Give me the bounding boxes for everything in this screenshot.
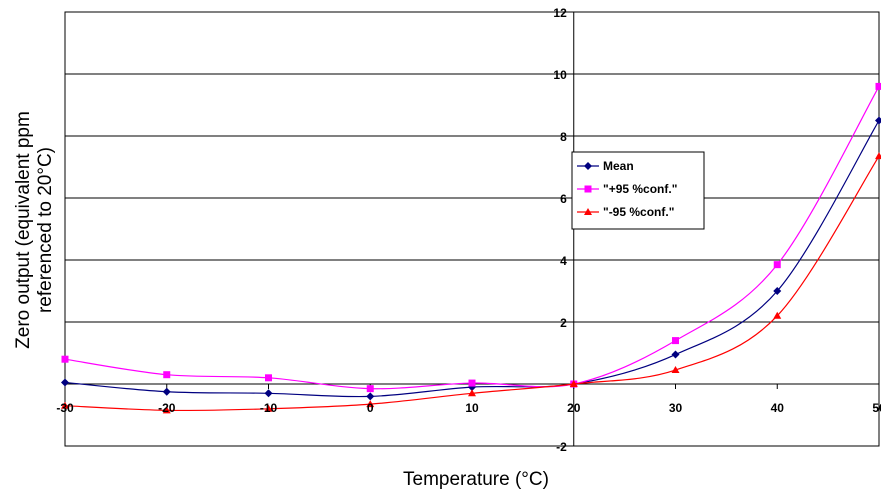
data-point xyxy=(672,337,679,345)
legend-marker xyxy=(584,162,592,170)
y-tick-label: 10 xyxy=(553,68,567,82)
data-point xyxy=(61,378,69,387)
legend-marker xyxy=(584,185,592,193)
x-tick-label: 30 xyxy=(669,401,683,415)
legend-label: "-95 %conf." xyxy=(603,205,674,219)
y-axis-title-line1: Zero output (equivalent ppm xyxy=(13,111,34,349)
data-point xyxy=(671,366,680,374)
plot-area xyxy=(64,11,880,447)
x-tick-label: 50 xyxy=(872,401,881,415)
data-point xyxy=(773,261,781,269)
data-point xyxy=(163,371,171,379)
legend-box xyxy=(571,151,705,230)
series-line xyxy=(64,155,880,412)
legend-item: "-95 %conf." xyxy=(577,205,674,219)
y-axis-title: Zero output (equivalent ppm referenced t… xyxy=(13,111,56,349)
x-tick-label: -10 xyxy=(260,401,278,415)
y-tick-label: 4 xyxy=(560,254,567,268)
data-point xyxy=(61,355,69,363)
data-point xyxy=(468,379,476,387)
data-point xyxy=(61,401,69,409)
x-axis-title: Temperature (°C) xyxy=(403,469,549,490)
data-point xyxy=(162,406,171,414)
legend-item: "+95 %conf." xyxy=(577,182,677,196)
legend-label: "+95 %conf." xyxy=(603,182,677,196)
data-point xyxy=(366,385,374,393)
y-tick-label: 8 xyxy=(560,130,567,144)
x-tick-label: 20 xyxy=(567,401,581,415)
data-point xyxy=(264,389,273,398)
x-tick-label: 40 xyxy=(771,401,785,415)
series-2 xyxy=(61,152,881,414)
y-tick-label: 2 xyxy=(560,316,567,330)
series-group xyxy=(61,82,881,414)
y-tick-label: 12 xyxy=(553,6,567,20)
data-point xyxy=(875,82,881,90)
data-point xyxy=(468,389,476,397)
data-point xyxy=(875,116,881,125)
data-point xyxy=(366,400,375,408)
y-axis-title-line2: referenced to 20°C) xyxy=(35,147,56,313)
x-tick-label: -30 xyxy=(56,401,74,415)
data-point xyxy=(264,404,273,412)
data-point xyxy=(569,380,578,387)
legend-label: Mean xyxy=(603,159,634,173)
data-point xyxy=(773,287,782,295)
data-point xyxy=(162,387,171,396)
y-tick-label: 6 xyxy=(560,192,567,206)
x-tick-label: 0 xyxy=(367,401,374,415)
data-point xyxy=(773,311,782,319)
x-tick-label: 10 xyxy=(465,401,479,415)
data-point xyxy=(265,374,272,382)
legend-item: Mean xyxy=(577,159,634,173)
legend-marker xyxy=(584,208,592,215)
tick-labels: -30 -20 -10 0 10 20 30 40 50 -2 2 4 6 8 10 12 xyxy=(56,6,881,454)
data-point xyxy=(875,152,881,160)
x-tick-label: -20 xyxy=(158,401,176,415)
data-point xyxy=(366,392,375,401)
legend: Mean "+95 %conf." "-95 %conf." xyxy=(571,151,705,230)
y-tick-label: -2 xyxy=(556,440,567,454)
data-point xyxy=(671,350,680,359)
